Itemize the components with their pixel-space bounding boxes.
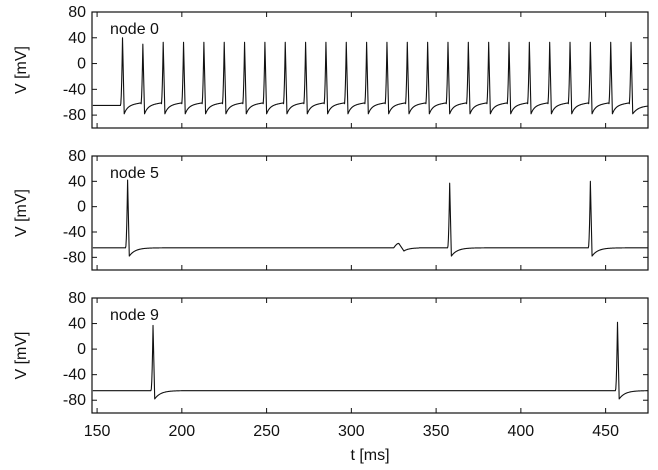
y-axis-label: V [mV] bbox=[13, 46, 30, 94]
x-tick-label: 300 bbox=[338, 423, 365, 440]
x-tick-label: 150 bbox=[84, 423, 111, 440]
voltage-trace-1 bbox=[92, 179, 649, 257]
y-tick-label: 80 bbox=[68, 290, 86, 307]
x-tick-label: 400 bbox=[508, 423, 535, 440]
voltage-trace-2 bbox=[92, 321, 649, 400]
y-tick-label: 40 bbox=[68, 30, 86, 47]
panel-1: 80 40 0 -40 -80 V [mV] node 5 bbox=[13, 148, 649, 271]
x-tick-label: 350 bbox=[423, 423, 450, 440]
y-tick-label: 40 bbox=[68, 316, 86, 333]
y-tick-label: 80 bbox=[68, 4, 86, 21]
x-axis-label: t [ms] bbox=[350, 447, 389, 464]
y-tick-label: -80 bbox=[63, 249, 86, 266]
y-tick-label: -80 bbox=[63, 107, 86, 124]
x-tick-label: 250 bbox=[253, 423, 280, 440]
panel-0: 80 40 0 -40 -80 V [mV] node 0 bbox=[13, 4, 649, 129]
y-axis-label: V [mV] bbox=[13, 189, 30, 237]
y-tick-label: -40 bbox=[63, 81, 86, 98]
plot-frame bbox=[91, 297, 649, 414]
y-axis-label: V [mV] bbox=[13, 331, 30, 379]
x-tick-label: 450 bbox=[592, 423, 619, 440]
y-tick-label: 80 bbox=[68, 148, 86, 165]
plot-frame bbox=[91, 11, 649, 129]
y-tick-label: -40 bbox=[63, 367, 86, 384]
plot-frame bbox=[91, 155, 649, 271]
x-tick-label: 200 bbox=[168, 423, 195, 440]
y-tick-label: 40 bbox=[68, 173, 86, 190]
node-label: node 5 bbox=[110, 165, 159, 182]
panel-2: 80 40 0 -40 -80 V [mV] node 9 bbox=[13, 290, 649, 414]
voltage-trace-0 bbox=[92, 37, 649, 115]
panels: 80 40 0 -40 -80 V [mV] node 0 80 40 0 -40 -80 V [mV]… bbox=[13, 4, 649, 414]
y-tick-label: 0 bbox=[77, 199, 86, 216]
y-tick-label: -80 bbox=[63, 392, 86, 409]
node-label: node 0 bbox=[110, 21, 159, 38]
y-tick-label: 0 bbox=[77, 341, 86, 358]
x-tick-labels: 150 200 250 300 350 400 450 bbox=[84, 423, 619, 440]
y-tick-label: 0 bbox=[77, 56, 86, 73]
node-label: node 9 bbox=[110, 307, 159, 324]
y-tick-label: -40 bbox=[63, 224, 86, 241]
